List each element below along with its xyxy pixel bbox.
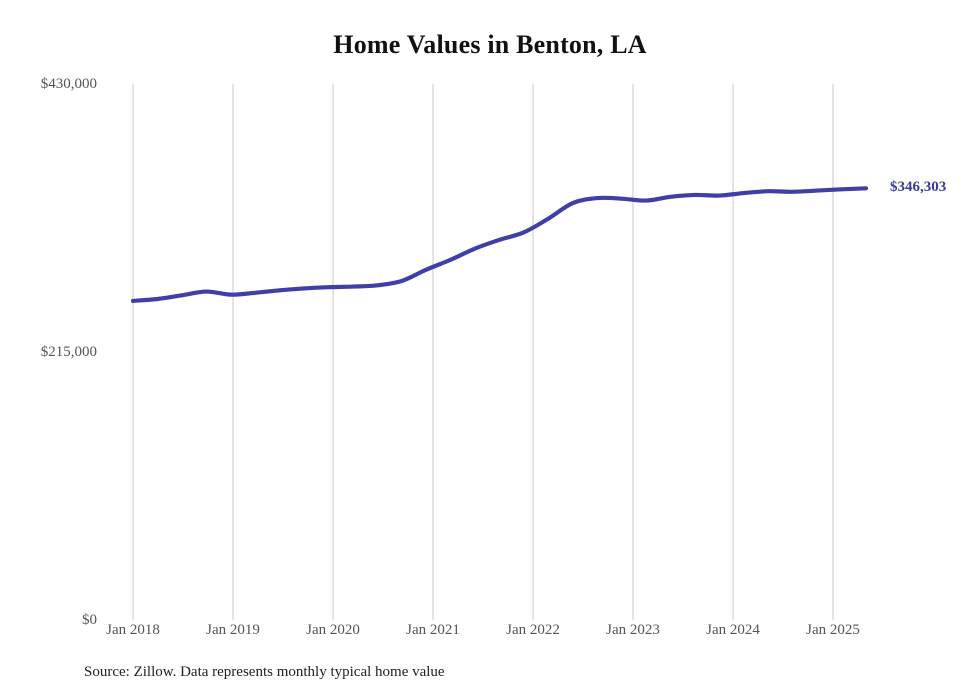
home-value-line [130,186,869,303]
end-value-label: $346,303 [890,179,947,196]
source-footnote: Source: Zillow. Data represents monthly … [84,664,445,680]
x-axis-tick-jan-2023: Jan 2023 [606,622,660,638]
y-axis-tick-mid: $215,000 [40,344,97,360]
x-axis-tick-jan-2020: Jan 2020 [306,622,360,638]
x-axis-tick-jan-2018: Jan 2018 [106,622,160,638]
x-axis-tick-jan-2024: Jan 2024 [706,622,760,638]
chart-title: Home Values in Benton, LA [333,30,647,59]
gridlines [132,84,834,620]
x-axis-tick-jan-2019: Jan 2019 [206,622,260,638]
x-axis-tick-jan-2021: Jan 2021 [406,622,460,638]
y-axis-tick-zero: $0 [82,612,97,628]
x-axis-tick-jan-2025: Jan 2025 [806,622,860,638]
x-axis-tick-jan-2022: Jan 2022 [506,622,560,638]
y-axis-tick-top: $430,000 [40,76,97,92]
